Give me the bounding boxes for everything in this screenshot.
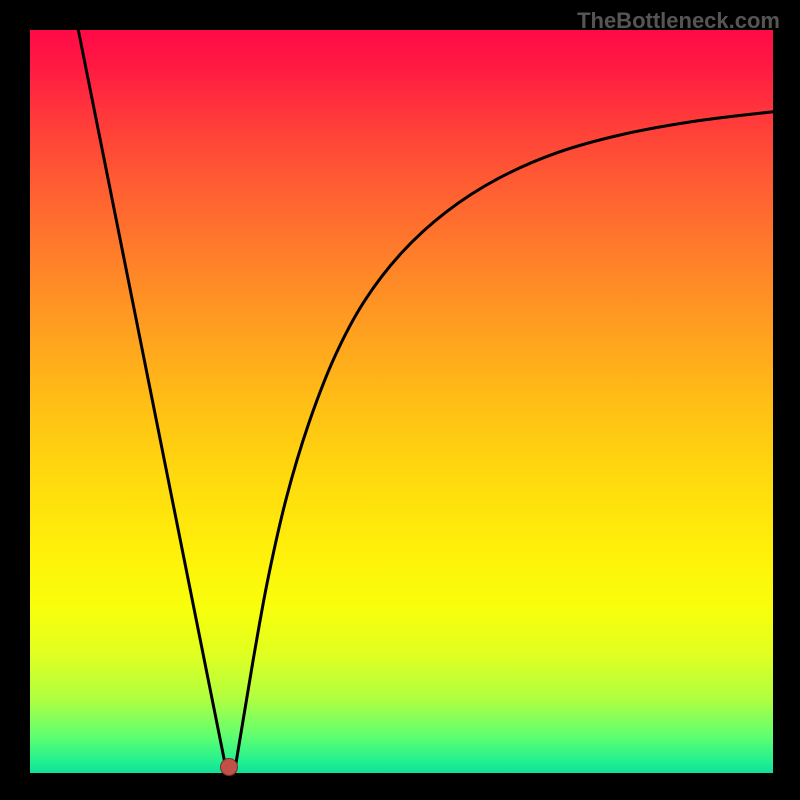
curve-left-branch bbox=[78, 30, 227, 773]
curve-right-branch bbox=[234, 112, 773, 773]
watermark-text: TheBottleneck.com bbox=[577, 8, 780, 34]
curve-svg bbox=[30, 30, 773, 773]
minimum-marker bbox=[220, 758, 238, 776]
plot-area bbox=[30, 30, 773, 773]
chart-container: TheBottleneck.com bbox=[0, 0, 800, 800]
